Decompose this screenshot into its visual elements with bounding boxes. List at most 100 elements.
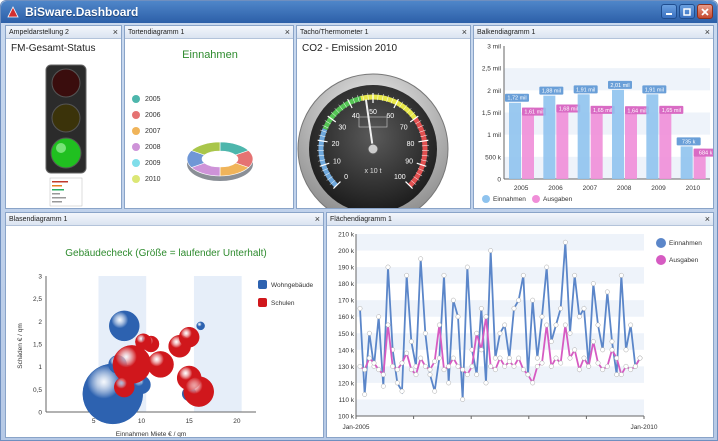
bar-data-label-bg xyxy=(573,85,598,94)
line-point xyxy=(464,264,470,270)
line-point xyxy=(446,380,452,386)
bubble-chart: Gebäudecheck (Größe = laufender Unterhal… xyxy=(17,248,314,437)
line-grid-band xyxy=(356,333,644,350)
line-x-end-label: Jan-2010 xyxy=(630,424,657,431)
gauge-tick-label: 0 xyxy=(344,174,348,181)
bubble xyxy=(135,333,152,350)
line-point xyxy=(446,363,452,369)
bubble-x-tick-label: 15 xyxy=(186,418,194,425)
bar-data-label: 2,01 mil xyxy=(610,83,629,89)
pie-legend-label: 2005 xyxy=(145,95,161,103)
bubble-y-tick-label: 0,5 xyxy=(33,387,42,394)
line-point xyxy=(572,272,578,278)
gauge-tick xyxy=(409,111,416,117)
panel-close-icon[interactable]: × xyxy=(704,214,710,224)
bar xyxy=(612,89,624,179)
bar xyxy=(509,102,521,179)
line-point xyxy=(380,372,386,378)
gauge-color-band xyxy=(360,94,418,120)
panel-header[interactable]: Ampeldarstellung 2 × xyxy=(6,26,121,39)
line-point xyxy=(586,363,592,369)
gauge-tick xyxy=(342,101,347,108)
bar xyxy=(659,105,672,179)
gauge-tick xyxy=(322,124,329,129)
line-point xyxy=(558,306,564,311)
app-icon xyxy=(6,5,20,19)
panel-header[interactable]: Blasendiagramm 1 × xyxy=(6,213,323,226)
line-point xyxy=(432,358,438,364)
gauge-tick xyxy=(326,176,333,181)
bar-data-label-bg xyxy=(608,80,632,89)
close-button[interactable] xyxy=(697,4,713,19)
gauge-tick xyxy=(323,172,331,177)
bar-data-label: 1,88 mil xyxy=(542,89,561,95)
line-point xyxy=(548,339,554,344)
panel-header[interactable]: Tacho/Thermometer 1 × xyxy=(297,26,470,39)
gauge-tick xyxy=(362,93,365,101)
line-point xyxy=(576,314,582,320)
gauge-tick-label: 80 xyxy=(407,141,415,148)
bar xyxy=(625,106,637,179)
gauge-tick xyxy=(317,154,325,157)
line-point xyxy=(581,306,587,311)
line-point xyxy=(418,355,424,361)
bar xyxy=(556,104,569,179)
bar-data-label-bg xyxy=(539,86,564,95)
line-legend-label: Ausgaben xyxy=(669,257,699,264)
bar-data-label: 1,64 mil xyxy=(627,108,646,114)
pie-legend-item: 2006 xyxy=(132,107,161,123)
bar-legend-label: Ausgaben xyxy=(543,196,573,203)
line-point xyxy=(404,272,410,278)
gauge-color-band xyxy=(322,96,362,131)
bubble-y-tick-label: 0 xyxy=(38,410,42,417)
gauge-tick xyxy=(406,108,412,114)
bubble-legend-swatch xyxy=(258,280,267,289)
panel-header[interactable]: Balkendiagramm 1 × xyxy=(474,26,713,39)
gauge-tick-label: 30 xyxy=(338,125,346,132)
gauge-tick xyxy=(419,129,426,133)
line-point xyxy=(366,355,372,361)
line-point xyxy=(488,363,494,369)
ampel-title: FM-Gesamt-Status xyxy=(11,43,96,54)
line-point xyxy=(539,314,545,320)
panel-close-icon[interactable]: × xyxy=(461,27,467,37)
line-grid-band xyxy=(356,399,644,416)
title-bar[interactable]: BiSware.Dashboard xyxy=(1,1,717,23)
gauge-tick xyxy=(386,95,389,103)
line-point xyxy=(618,372,624,378)
pie-legend-swatch xyxy=(132,95,140,103)
bubble-y-tick-label: 3 xyxy=(38,274,42,281)
line-point xyxy=(562,322,568,328)
line-point xyxy=(450,297,456,303)
line-point xyxy=(520,272,526,278)
gauge-tick-label: 10 xyxy=(333,159,341,166)
traffic-light xyxy=(45,64,87,207)
panel-header-label: Blasendiagramm 1 xyxy=(9,215,68,223)
gauge-display xyxy=(358,116,388,128)
line-y-tick-label: 150 k xyxy=(338,331,355,338)
bar-legend-label: Einnahmen xyxy=(493,196,526,203)
line-point xyxy=(628,367,634,373)
gauge-hub xyxy=(367,143,379,155)
bar-data-label-bg xyxy=(659,105,684,114)
pie-legend-swatch xyxy=(132,143,140,151)
minimize-button[interactable] xyxy=(661,4,677,19)
panel-header[interactable]: Flächendiagramm 1 × xyxy=(327,213,713,226)
line-point xyxy=(558,360,564,366)
panel-close-icon[interactable]: × xyxy=(704,27,710,37)
bubble-panel: Blasendiagramm 1 × Gebäudecheck (Größe = … xyxy=(5,212,324,438)
panel-header[interactable]: Tortendiagramm 1 × xyxy=(125,26,293,39)
panel-close-icon[interactable]: × xyxy=(112,27,118,37)
maximize-button[interactable] xyxy=(679,4,695,19)
bar-y-tick-label: 2,5 mil xyxy=(482,66,502,73)
line-y-tick-label: 100 k xyxy=(338,414,355,421)
gauge-tick-label: 60 xyxy=(386,113,394,120)
ampel-panel: Ampeldarstellung 2 × FM-Gesamt-Status xyxy=(5,25,122,209)
bar-y-tick-label: 1 mil xyxy=(487,132,501,139)
panel-close-icon[interactable]: × xyxy=(314,214,320,224)
line-point xyxy=(548,363,554,369)
line-point xyxy=(614,372,620,378)
panel-close-icon[interactable]: × xyxy=(284,27,290,37)
line-point xyxy=(534,355,540,361)
line-point xyxy=(604,363,610,369)
